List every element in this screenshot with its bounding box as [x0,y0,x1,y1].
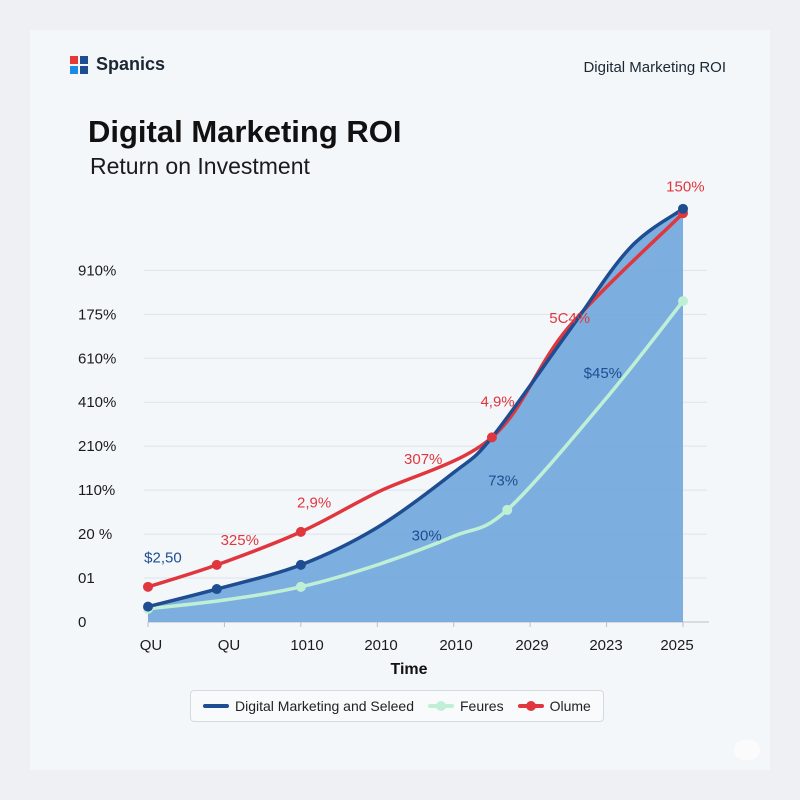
y-tick-label: 01 [78,570,95,587]
x-tick-label: 1010 [290,637,323,654]
series-line [146,299,685,611]
legend-line-icon [428,701,454,711]
brand-logo-icon [70,55,88,74]
y-tick-label: 610% [78,350,116,367]
data-point [502,504,513,515]
logo-square [80,55,88,64]
legend-item-olume[interactable]: Olume [517,698,591,714]
y-tick-label: 175% [78,306,116,323]
data-point [143,601,153,612]
x-tick-label: 2025 [660,637,693,654]
logo-square [70,55,78,64]
data-label: 307% [404,451,442,468]
data-point [295,526,306,537]
data-point [143,581,153,592]
chart-title: Digital Marketing ROI [88,114,402,149]
legend-label: Digital Marketing and Seleed [235,698,414,714]
header-label: Digital Marketing ROI [583,59,726,76]
y-tick-label: 20 % [78,526,112,543]
corner-button[interactable] [734,740,760,760]
x-axis-label: Time [390,661,427,678]
data-point [678,296,688,307]
data-point [211,584,222,595]
data-label: 4,9% [480,394,514,411]
x-tick-label: 2023 [589,637,622,654]
x-tick-label: 2010 [439,637,472,654]
brand-name: Spanics [96,54,166,74]
data-label: 5C4% [549,310,590,327]
brand: Spanics [70,54,165,75]
legend-line-icon [517,701,544,711]
data-point [486,432,497,443]
data-point [295,559,306,570]
y-tick-label: 410% [78,394,116,411]
chart-subtitle: Return on Investment [90,153,310,179]
legend-label: Olume [549,698,591,714]
legend: Digital Marketing and Seleed Feures Olum… [190,690,604,722]
data-point [295,581,306,592]
y-tick-label: 210% [78,438,116,455]
legend-label: Feures [460,698,504,714]
area-fill [148,208,683,622]
data-label: 2,9% [297,495,331,512]
data-label: $2,50 [144,550,182,567]
data-point [678,203,688,214]
legend-item-digital-marketing[interactable]: Digital Marketing and Seleed [203,698,414,714]
logo-square [70,65,78,74]
y-tick-label: 110% [78,482,115,499]
x-tick-label: QU [140,637,163,654]
data-label: 30% [412,528,442,545]
x-tick-label: 2029 [515,637,548,654]
data-point [211,559,222,570]
data-label: 150% [666,178,704,195]
x-tick-label: QU [218,637,241,654]
y-tick-label: 0 [78,614,86,631]
legend-item-feures[interactable]: Feures [428,698,504,714]
series-line [146,207,685,609]
logo-square [80,65,88,74]
data-label: 73% [488,473,518,490]
y-tick-label: 910% [78,262,116,279]
data-label: 325% [221,532,259,549]
x-tick-label: 2010 [364,637,397,654]
data-label: $45% [584,365,622,382]
legend-line-icon [203,704,229,708]
